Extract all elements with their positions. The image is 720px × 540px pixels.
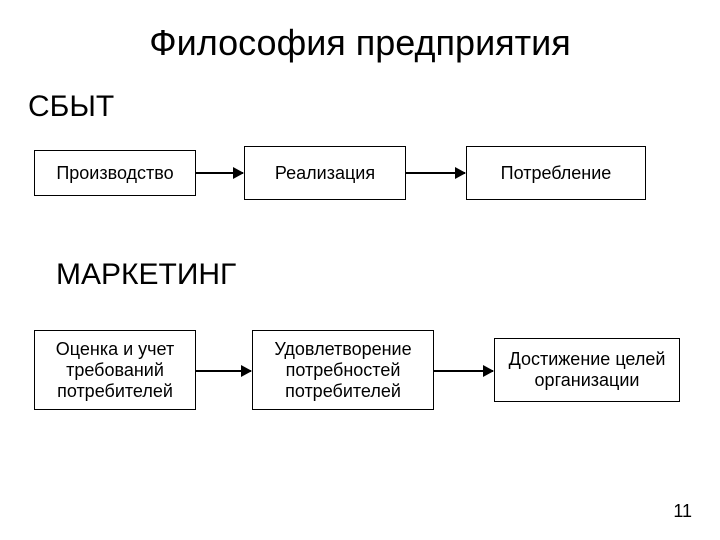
page-number: 11 bbox=[673, 501, 692, 522]
page-title: Философия предприятия bbox=[0, 22, 720, 64]
box-satisfaction: Удовлетворение потребностей потребителей bbox=[252, 330, 434, 410]
box-label: Удовлетворение потребностей потребителей bbox=[259, 339, 427, 402]
box-label: Потребление bbox=[501, 163, 612, 184]
box-assessment: Оценка и учет требований потребителей bbox=[34, 330, 196, 410]
box-production: Производство bbox=[34, 150, 196, 196]
section-label-sales: СБЫТ bbox=[28, 90, 114, 124]
box-label: Оценка и учет требований потребителей bbox=[41, 339, 189, 402]
arrow-icon bbox=[196, 370, 251, 372]
box-realization: Реализация bbox=[244, 146, 406, 200]
box-goals: Достижение целей организации bbox=[494, 338, 680, 402]
arrow-icon bbox=[406, 172, 465, 174]
section-label-marketing: МАРКЕТИНГ bbox=[56, 258, 236, 292]
box-consumption: Потребление bbox=[466, 146, 646, 200]
box-label: Производство bbox=[56, 163, 173, 184]
arrow-icon bbox=[196, 172, 243, 174]
box-label: Реализация bbox=[275, 163, 375, 184]
arrow-icon bbox=[434, 370, 493, 372]
box-label: Достижение целей организации bbox=[501, 349, 673, 391]
